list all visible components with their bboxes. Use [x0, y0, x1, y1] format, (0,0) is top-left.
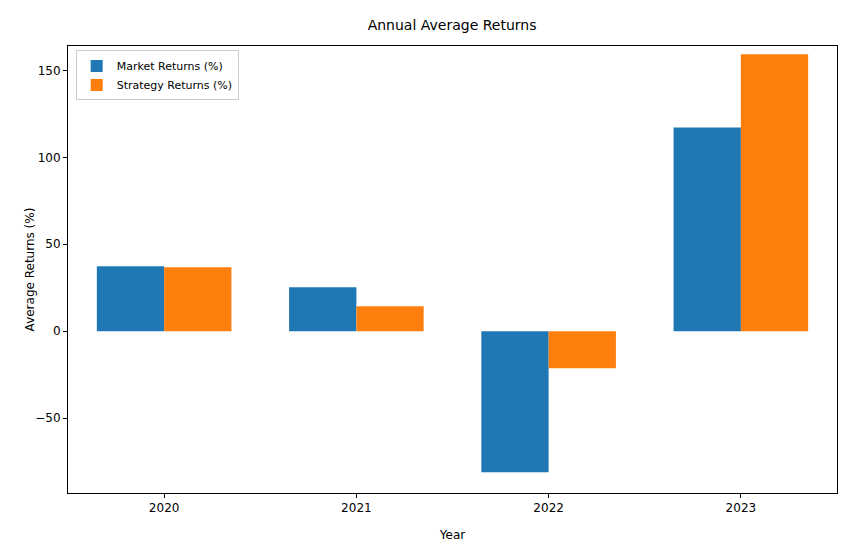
svg-text:Strategy Returns (%): Strategy Returns (%)	[117, 79, 232, 92]
svg-text:100: 100	[38, 151, 61, 165]
svg-text:Annual Average Returns: Annual Average Returns	[368, 17, 537, 33]
svg-text:2020: 2020	[149, 501, 180, 515]
svg-text:50: 50	[45, 237, 60, 251]
svg-text:2022: 2022	[533, 501, 564, 515]
svg-text:Year: Year	[439, 528, 465, 542]
svg-text:2023: 2023	[726, 501, 757, 515]
svg-text:−50: −50	[35, 411, 60, 425]
svg-text:150: 150	[38, 64, 61, 78]
svg-text:Average Returns (%): Average Returns (%)	[23, 208, 37, 332]
svg-text:Market Returns (%): Market Returns (%)	[117, 60, 223, 73]
svg-text:2021: 2021	[341, 501, 372, 515]
svg-text:0: 0	[53, 324, 61, 338]
